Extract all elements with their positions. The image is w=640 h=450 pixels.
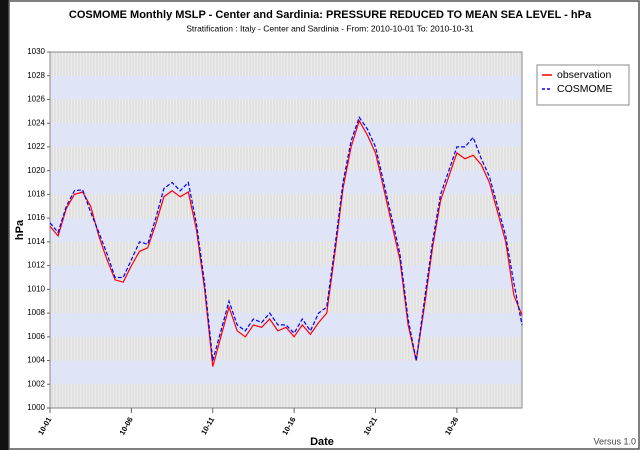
y-tick-label: 1008 [27, 308, 45, 317]
y-tick-label: 1000 [27, 403, 45, 412]
grid-band [50, 123, 522, 147]
y-axis-label: hPa [14, 219, 26, 240]
frame-left [0, 0, 9, 450]
chart-title: COSMOME Monthly MSLP - Center and Sardin… [69, 9, 592, 21]
y-tick-label: 1012 [27, 261, 45, 270]
y-tick-label: 1010 [27, 284, 45, 293]
y-tick-label: 1020 [27, 166, 45, 175]
series-line [49, 115, 523, 361]
series-line [49, 119, 523, 367]
y-tick-label: 1030 [27, 47, 45, 56]
y-tick-label: 1006 [27, 332, 45, 341]
legend-label: COSMOME [557, 83, 612, 95]
y-tick-label: 1004 [27, 356, 45, 365]
y-tick-label: 1026 [27, 95, 45, 104]
x-axis-label: Date [310, 436, 334, 448]
grid-band [50, 360, 522, 385]
legend-label: observation [557, 69, 611, 81]
frame [8, 0, 640, 450]
watermark: Versus 1.0 [593, 436, 636, 446]
grid-band [50, 218, 522, 242]
y-tick-label: 1024 [27, 118, 45, 127]
grid-band [50, 265, 522, 290]
legend-box [536, 64, 630, 106]
y-tick-label: 1028 [27, 71, 45, 80]
y-tick-label: 1022 [27, 142, 45, 151]
plot-border [49, 51, 523, 409]
grid-band [50, 170, 522, 195]
y-tick-label: 1002 [27, 379, 45, 388]
y-tick-label: 1018 [27, 190, 45, 199]
grid-band [50, 313, 522, 337]
y-tick-label: 1014 [27, 237, 45, 246]
y-tick-label: 1016 [27, 213, 45, 222]
plot-background [50, 52, 522, 408]
chart-subtitle: Stratification : Italy - Center and Sard… [186, 23, 474, 33]
grid-band [50, 75, 522, 100]
